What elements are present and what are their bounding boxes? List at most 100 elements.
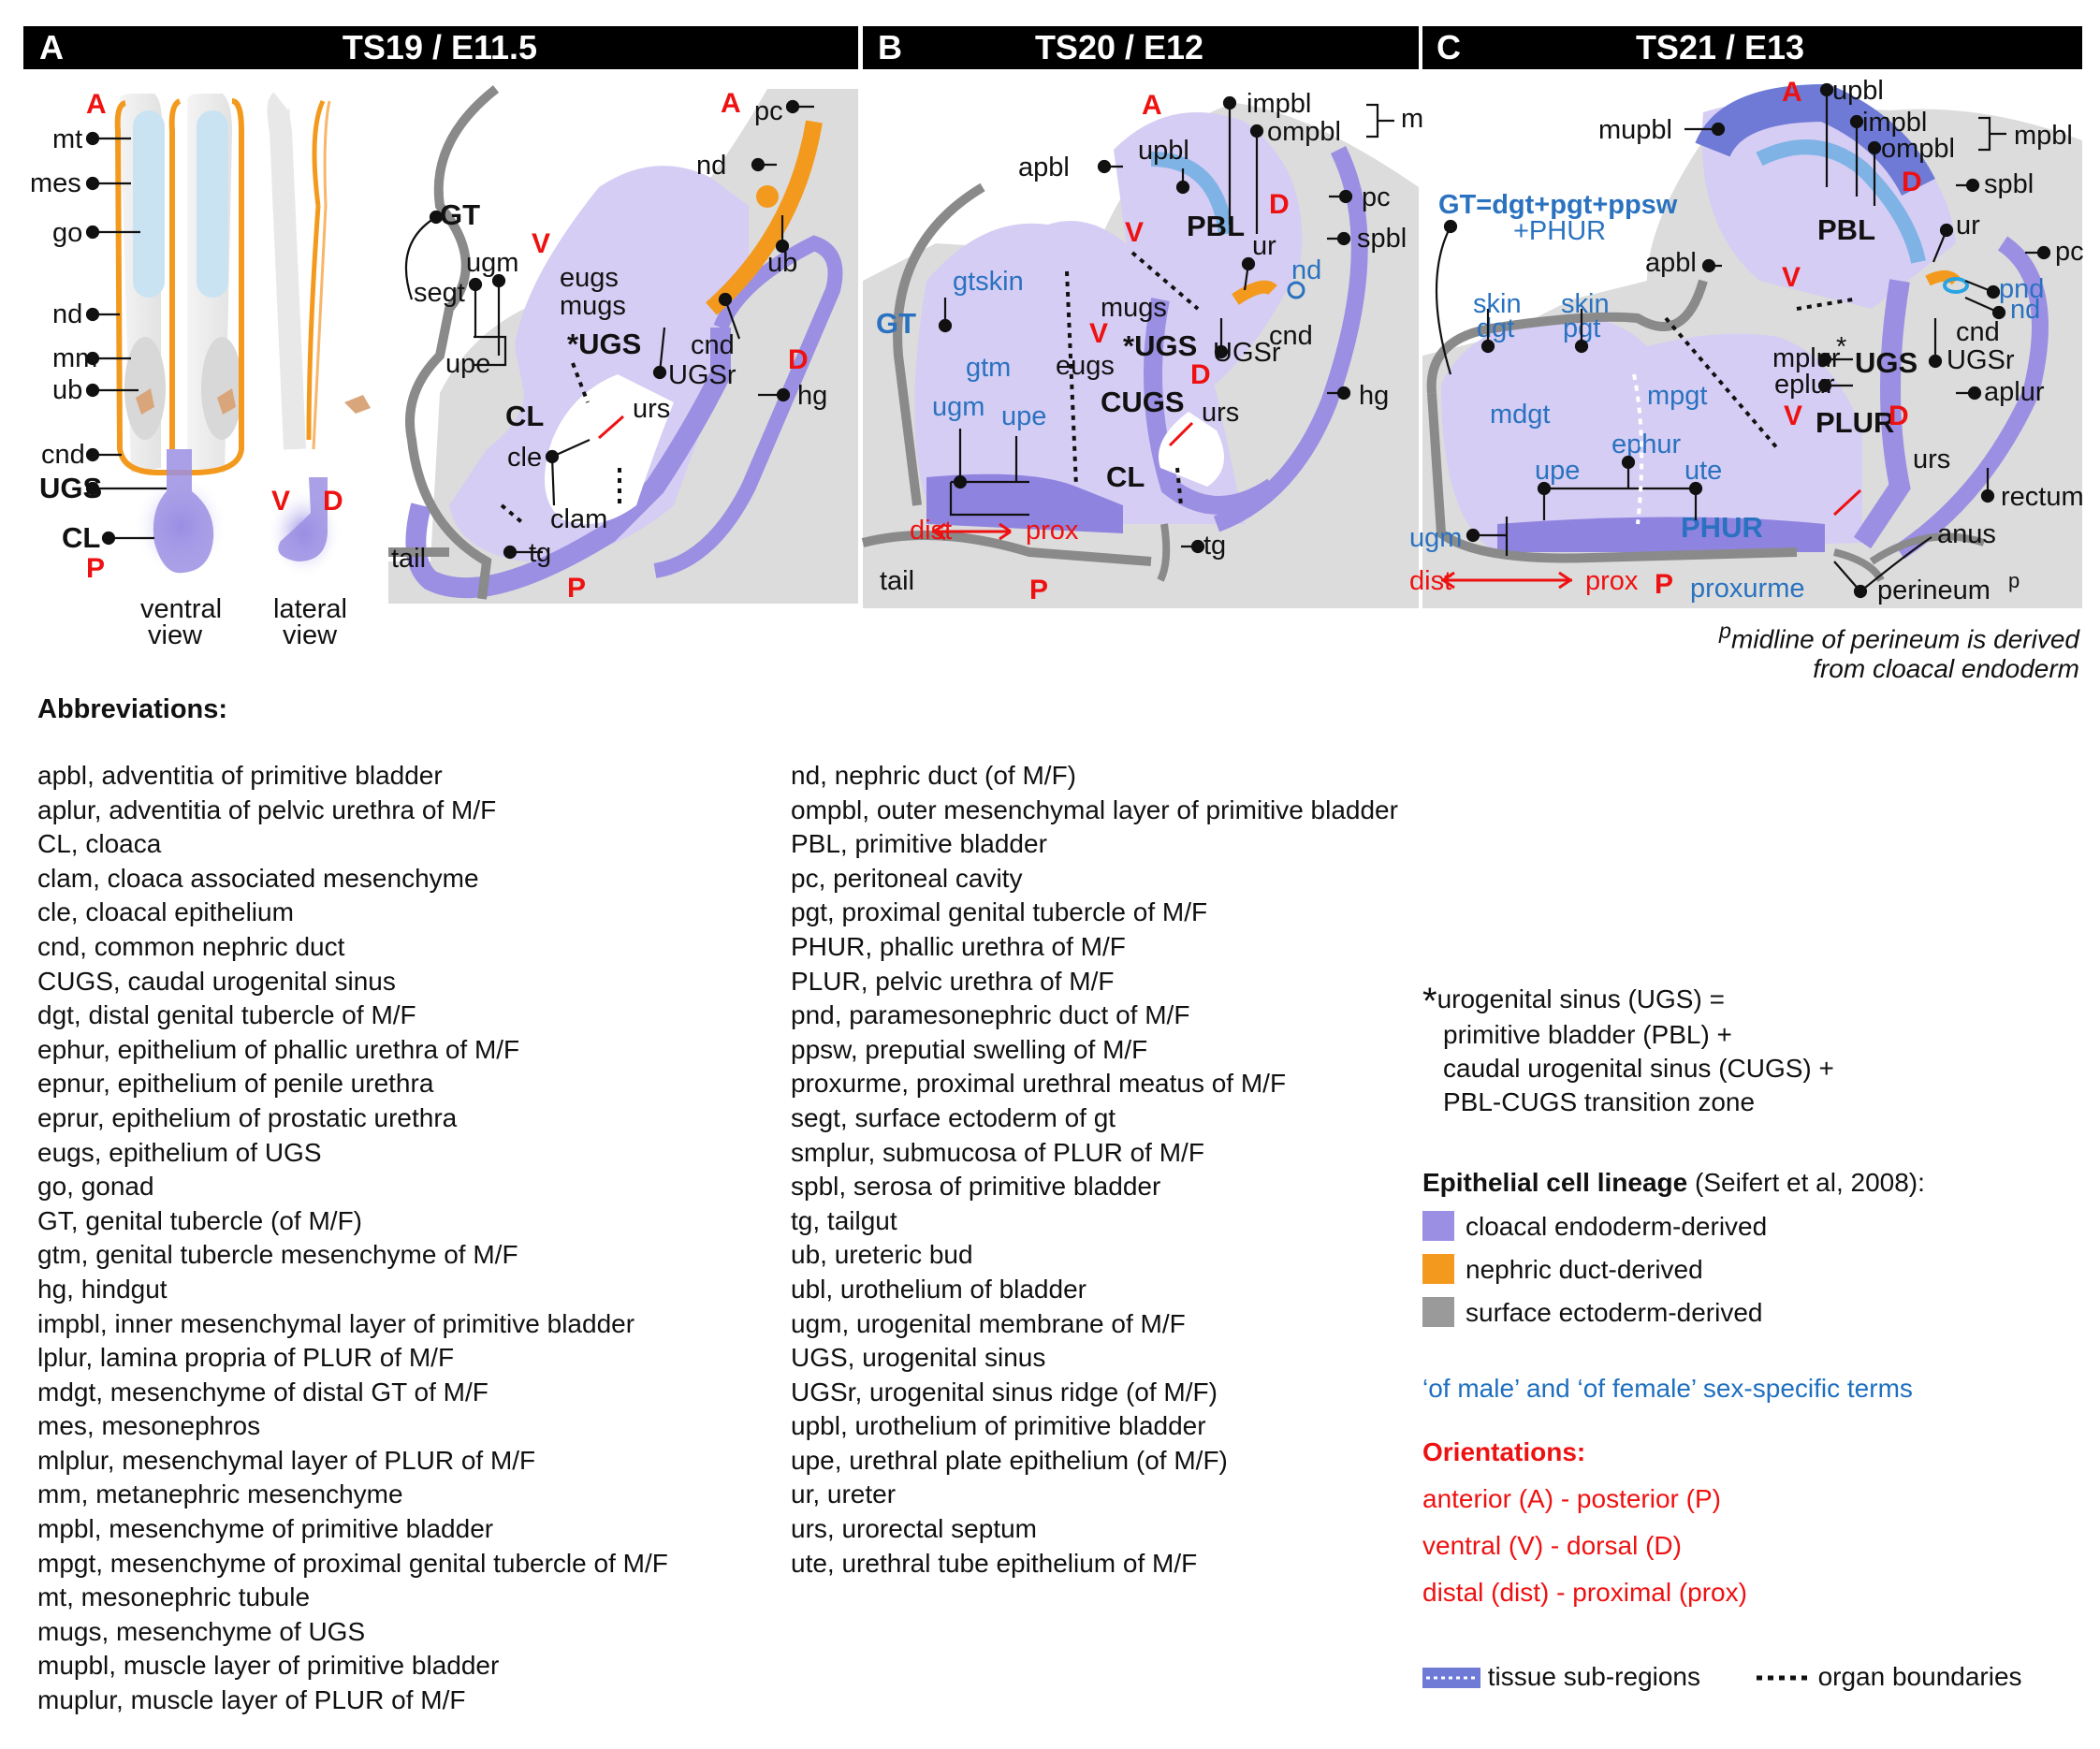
abbreviation-entry: impbl, inner mesenchymal layer of primit…	[37, 1308, 635, 1338]
label-gt: GT	[440, 198, 480, 231]
orient-d-b1: D	[1269, 189, 1290, 220]
label-aplur-c: aplur	[1984, 377, 2045, 407]
orient-p-sag: P	[567, 573, 586, 604]
header-panel-b: B TS20 / E12	[863, 26, 1419, 69]
panel-letter-c: C	[1436, 28, 1461, 66]
orient-v-c1: V	[1782, 262, 1801, 293]
label-upe-c: upe	[1535, 456, 1580, 486]
label-mupbl-c: mupbl	[1598, 115, 1672, 145]
abbreviation-entry: eugs, epithelium of UGS	[37, 1137, 322, 1167]
ugs-definition-star: *	[1422, 981, 1437, 1022]
abbreviation-entry: upe, urethral plate epithelium (of M/F)	[791, 1445, 1228, 1475]
abbreviation-entry: smplur, submucosa of PLUR of M/F	[791, 1137, 1204, 1167]
label-perineum: perineum	[1877, 576, 1991, 605]
label-pc-b: pc	[1362, 182, 1391, 212]
label-ugm-c: ugm	[1409, 523, 1462, 553]
orient-p-mark: P	[86, 553, 105, 584]
label-ur-c: ur	[1956, 211, 1980, 240]
header-panel-a: A TS19 / E11.5	[23, 26, 858, 69]
panel-b-labels: impbl ompbl mpbl apbl upbl PBL pc spbl g…	[876, 89, 1460, 596]
abbreviation-entry: pc, peritoneal cavity	[791, 863, 1023, 893]
label-cl: CL	[62, 521, 100, 554]
label-mpgt: mpgt	[1647, 381, 1707, 411]
abbreviation-entry: ute, urethral tube epithelium of M/F	[791, 1548, 1198, 1578]
label-plur-c: PLUR	[1816, 406, 1894, 439]
abbreviation-entry: apbl, adventitia of primitive bladder	[37, 761, 443, 790]
label-prox-b: prox	[1026, 516, 1079, 546]
label-gtskin-b: gtskin	[953, 267, 1024, 297]
label-tail-b: tail	[880, 566, 914, 596]
urs-arrow-c	[1832, 488, 1862, 517]
label-view-1: view	[148, 620, 203, 650]
label-tail-a: tail	[391, 544, 426, 574]
abbreviation-entry: ur, ureter	[791, 1479, 897, 1509]
label-spbl-c: spbl	[1984, 169, 2034, 199]
panel-a-left-labels: mt mes go nd mm ub cnd UGS CL ventral vi…	[30, 124, 347, 650]
ugs-line-3: caudal urogenital sinus (CUGS) +	[1443, 1054, 1834, 1083]
abbreviation-entry: muplur, muscle layer of PLUR of M/F	[37, 1685, 466, 1715]
abbreviation-entry: mdgt, mesenchyme of distal GT of M/F	[37, 1377, 489, 1406]
orient-a-c: A	[1782, 77, 1802, 108]
label-ugm-b: ugm	[932, 392, 984, 422]
abbreviation-entry: mes, mesonephros	[37, 1411, 261, 1441]
panel-title-a: TS19 / E11.5	[343, 28, 537, 66]
ugs-line-2: primitive bladder (PBL) +	[1443, 1020, 1732, 1049]
orient-d-b2: D	[1190, 359, 1211, 390]
perineum-note-line1: midline of perineum is derived	[1731, 624, 2079, 654]
legend-endoderm-label: cloacal endoderm-derived	[1466, 1212, 1768, 1241]
subregion-label: tissue sub-regions	[1487, 1662, 1701, 1691]
abbreviation-entry: mpgt, mesenchyme of proximal genital tub…	[37, 1548, 668, 1578]
panel-title-b: TS20 / E12	[1035, 28, 1203, 66]
abbreviation-entry: pnd, paramesonephric duct of M/F	[791, 1000, 1190, 1030]
ectoderm-swatch	[1422, 1297, 1454, 1327]
label-cl-b: CL	[1106, 460, 1145, 493]
header-panel-c: C TS21 / E13	[1422, 26, 2082, 69]
label-ur-b: ur	[1252, 231, 1276, 261]
abbreviation-entry: aplur, adventitia of pelvic urethra of M…	[37, 794, 497, 824]
abbreviations-column-2: nd, nephric duct (of M/F) ompbl, outer me…	[791, 759, 1398, 1581]
orient-a-sag: A	[721, 88, 741, 119]
orient-ap: anterior (A) - posterior (P)	[1422, 1484, 1721, 1513]
label-pc-a: pc	[754, 96, 783, 126]
abbreviation-entry: mlplur, mesenchymal layer of PLUR of M/F	[37, 1445, 536, 1475]
label-urs-a: urs	[633, 394, 670, 424]
label-gt-formula2: +PHUR	[1513, 216, 1606, 246]
orient-p-c: P	[1655, 569, 1673, 600]
pgt-subregion-line	[1632, 373, 1644, 525]
panel-a-sag-orient: A V D P	[532, 88, 809, 604]
label-pnd-c: pnd	[1999, 274, 2044, 304]
label-upbl-b: upbl	[1138, 136, 1189, 166]
label-phur: PHUR	[1681, 511, 1763, 544]
label-eugs-b: eugs	[1056, 351, 1115, 381]
abbreviation-entry: nd, nephric duct (of M/F)	[791, 761, 1077, 790]
label-rectum: rectum	[2001, 482, 2084, 512]
orient-d-mark: D	[323, 486, 343, 517]
label-view-2: view	[283, 620, 338, 650]
abbreviation-entry: mt, mesonephric tubule	[37, 1582, 311, 1612]
abbreviation-entry: epnur, epithelium of penile urethra	[37, 1069, 434, 1099]
dist-prox-arrow-c	[1441, 571, 1572, 590]
abbreviation-entry: dgt, distal genital tubercle of M/F	[37, 1000, 416, 1030]
panel-c-labels: upbl impbl ompbl mpbl mupbl spbl GT=dgt+…	[1409, 76, 2084, 605]
label-cugs-b: CUGS	[1101, 386, 1185, 418]
label-proxurme: proxurme	[1690, 574, 1805, 604]
lineage-citation: (Seifert et al, 2008):	[1695, 1168, 1925, 1197]
abbreviation-entry: proxurme, proximal urethral meatus of M/…	[791, 1069, 1287, 1099]
orient-d-sag: D	[788, 344, 809, 375]
orient-a-b: A	[1142, 90, 1162, 121]
orient-d-c1: D	[1902, 167, 1922, 197]
abbreviation-entry: mpbl, mesenchyme of primitive bladder	[37, 1514, 494, 1544]
abbreviation-entry: ub, ureteric bud	[791, 1240, 973, 1270]
abbreviation-entry: ompbl, outer mesenchymal layer of primit…	[791, 794, 1398, 824]
label-anus: anus	[1937, 519, 1996, 549]
legend-ectoderm-label: surface ectoderm-derived	[1466, 1298, 1763, 1327]
urs-arrow-a	[598, 415, 624, 440]
label-mugs-b: mugs	[1101, 293, 1167, 323]
lineage-heading: Epithelial cell lineage (Seifert et al, …	[1422, 1168, 2078, 1198]
panel-a-sag-labels: GT segt ugm upe eugs mugs *UGS cnd UGSr …	[391, 96, 827, 574]
panel-c-boundaries	[1664, 298, 1854, 451]
panel-a-orient-left: A P V D	[86, 89, 343, 584]
abbreviation-entry: segt, surface ectoderm of gt	[791, 1102, 1116, 1132]
boundary-swatch	[1756, 1675, 1809, 1681]
label-tg-b: tg	[1203, 531, 1226, 561]
